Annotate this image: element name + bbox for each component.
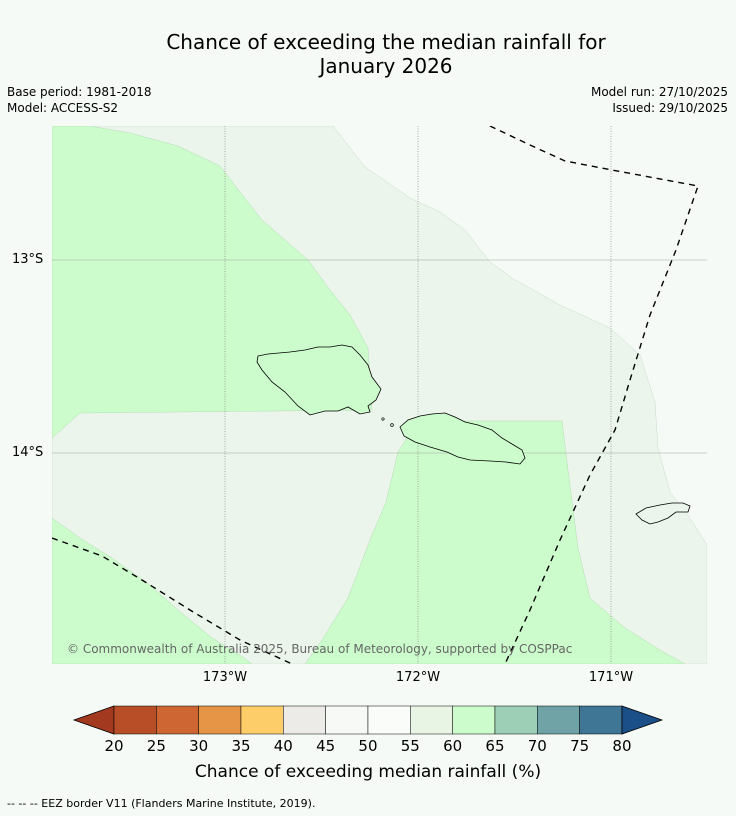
colorbar-segment [198, 705, 242, 735]
eez-legend: -- -- -- EEZ border V11 (Flanders Marine… [7, 797, 316, 810]
colorbar-extend-low [72, 705, 115, 735]
colorbar-segment [410, 705, 453, 735]
lat-label-13s: 13°S [12, 252, 44, 267]
colorbar-tick-label: 55 [400, 737, 420, 755]
meta-right: Model run: 27/10/2025 Issued: 29/10/2025 [591, 84, 728, 116]
eez-border-east [489, 126, 699, 664]
region-60-65-south [304, 420, 686, 664]
colorbar-segment [494, 705, 538, 735]
colorbar-segment [579, 705, 623, 735]
colorbar-segment [283, 705, 326, 735]
colorbar-segment [113, 705, 157, 735]
colorbar-tick-label: 20 [104, 737, 124, 755]
colorbar-tick-label: 25 [146, 737, 166, 755]
islet-apolima [381, 417, 385, 421]
colorbar-tick-label: 45 [316, 737, 336, 755]
model-run: Model run: 27/10/2025 [590, 85, 728, 99]
lat-label-14s: 14°S [12, 445, 44, 460]
copyright-notice: © Commonwealth of Australia 2025, Bureau… [67, 642, 573, 656]
lon-label-173w: 173°W [202, 670, 248, 685]
islet-manono [390, 423, 394, 427]
colorbar-tick-label: 75 [570, 737, 590, 755]
colorbar-extend-high [621, 705, 664, 735]
colorbar-segment [452, 705, 496, 735]
colorbar [72, 705, 664, 735]
lon-label-171w: 171°W [588, 670, 634, 685]
colorbar-segment [325, 705, 369, 735]
region-60-65-southwest [52, 517, 253, 664]
colorbar-tick-label: 80 [612, 737, 632, 755]
colorbar-segment [367, 705, 411, 735]
title-line-2: January 2026 [319, 54, 453, 78]
colorbar-tick-label: 40 [273, 737, 293, 755]
island-upolu [399, 412, 526, 465]
eez-border-southwest [52, 537, 293, 664]
colorbar-tick-label: 35 [231, 737, 251, 755]
meta-left: Base period: 1981-2018 Model: ACCESS-S2 [7, 84, 152, 116]
colorbar-title: Chance of exceeding median rainfall (%) [194, 762, 542, 782]
colorbar-segment [156, 705, 199, 735]
colorbar-tick-label: 30 [189, 737, 209, 755]
island-tutuila [635, 502, 691, 525]
base-period: Base period: 1981-2018 [7, 85, 152, 99]
model-name: Model: ACCESS-S2 [7, 101, 119, 115]
colorbar-segment [240, 705, 284, 735]
map-title: Chance of exceeding the median rainfall … [0, 30, 736, 78]
colorbar-tick-label: 70 [527, 737, 547, 755]
lon-label-172w: 172°W [395, 670, 441, 685]
colorbar-tick-label: 60 [443, 737, 463, 755]
issued-date: Issued: 29/10/2025 [612, 101, 728, 115]
title-line-1: Chance of exceeding the median rainfall … [166, 30, 606, 54]
colorbar-segment [537, 705, 580, 735]
colorbar-tick-label: 65 [485, 737, 505, 755]
colorbar-tick-label: 50 [358, 737, 378, 755]
island-savaii [256, 344, 382, 416]
